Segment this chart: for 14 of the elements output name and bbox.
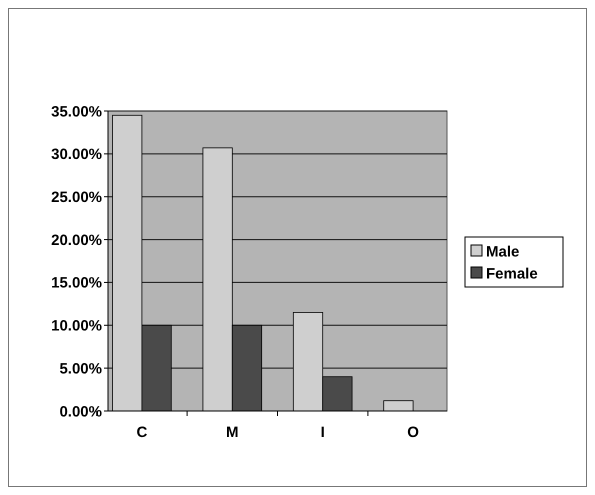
y-tick-label: 10.00%	[51, 318, 102, 335]
x-tick-label: O	[407, 424, 420, 441]
y-tick-label: 20.00%	[51, 232, 102, 249]
x-tick-label: C	[136, 424, 148, 441]
y-tick-label: 5.00%	[59, 360, 102, 378]
y-tick-label: 30.00%	[51, 146, 102, 164]
y-tick-label: 25.00%	[51, 188, 102, 206]
legend-label: Female	[486, 265, 538, 282]
y-tick-label: 15.00%	[51, 274, 102, 292]
x-tick-label: M	[226, 424, 239, 441]
y-tick-label: 35.00%	[51, 103, 102, 120]
y-tick-label: 0.00%	[59, 403, 102, 420]
x-tick-label: I	[320, 424, 325, 441]
legend-label: Male	[486, 243, 520, 260]
